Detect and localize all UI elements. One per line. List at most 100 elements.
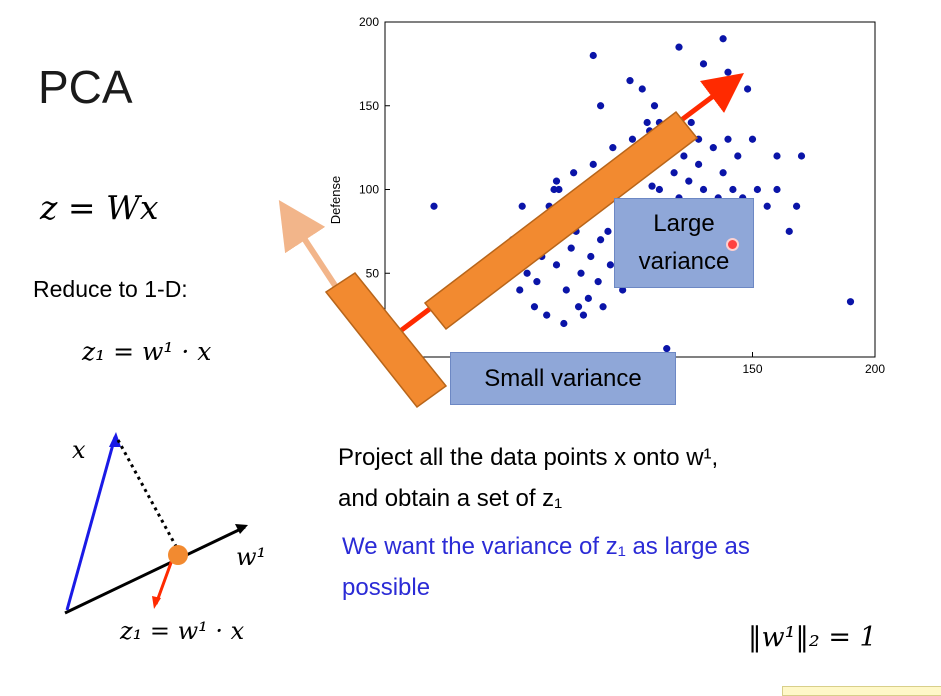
projection-dotted-line — [116, 439, 180, 551]
reduce-text: Reduce to 1-D: — [33, 276, 188, 302]
y-tick-label: 50 — [366, 266, 380, 280]
scatter-point — [638, 85, 646, 93]
scatter-point — [584, 294, 592, 302]
scatter-point — [587, 252, 595, 261]
scatter-point — [663, 345, 671, 353]
scatter-point — [609, 144, 617, 152]
scatter-point — [793, 202, 801, 210]
scatter-point — [763, 202, 771, 210]
x-tick-label: 150 — [742, 362, 762, 376]
scatter-point — [719, 35, 727, 43]
scatter-point — [574, 303, 583, 311]
scatter-point — [594, 278, 602, 286]
slide-title: PCA — [38, 61, 133, 113]
x-vector — [65, 436, 117, 611]
diagram-w1-label: w¹ — [236, 543, 267, 571]
small-variance-box: Small variance — [450, 352, 676, 405]
scatter-point — [643, 118, 651, 127]
large-variance-bar — [423, 110, 699, 331]
small-variance-bar — [324, 272, 448, 409]
variance-goal-line1: We want the variance of z₁ as large as — [342, 533, 750, 560]
projection-text: Project all the data points x onto w¹, a… — [338, 437, 718, 519]
scatter-point — [567, 244, 575, 252]
scatter-point — [550, 185, 558, 194]
scatter-point — [543, 311, 551, 319]
variance-goal-text: We want the variance of z₁ as large as p… — [342, 526, 750, 608]
norm-constraint: ‖w¹‖₂ = 1 — [748, 622, 877, 653]
y-tick-label: 150 — [359, 99, 379, 113]
scatter-point — [552, 261, 561, 269]
scatter-point — [709, 144, 717, 152]
scatter-point — [516, 286, 524, 294]
scatter-point — [695, 160, 703, 168]
scatter-point — [719, 169, 727, 177]
scatter-point — [597, 236, 605, 244]
scatter-point — [846, 298, 855, 306]
scatter-point — [734, 152, 742, 160]
scatter-point — [680, 152, 688, 160]
scatter-point — [773, 185, 781, 194]
projection-line2: and obtain a set of z₁ — [338, 485, 563, 512]
scatter-point — [655, 185, 663, 194]
z1-red-arrow — [154, 559, 174, 605]
scatter-point — [699, 60, 708, 68]
w1-arrowhead — [235, 524, 248, 534]
scatter-point — [687, 118, 695, 127]
scatter-point — [648, 182, 656, 190]
scatter-point — [589, 51, 597, 60]
scatter-point — [430, 202, 438, 210]
scatter-point — [670, 169, 678, 177]
x-arrowhead — [109, 432, 121, 447]
scatter-point — [599, 303, 607, 311]
equation-z1: z₁ = w¹ · x — [82, 337, 212, 366]
scatter-point — [729, 185, 737, 194]
scatter-point — [579, 311, 588, 319]
scatter-point — [619, 286, 627, 294]
scatter-point — [589, 160, 597, 168]
y-tick-label: 100 — [359, 183, 379, 197]
scatter-point — [628, 135, 637, 143]
large-variance-line2: variance — [638, 248, 730, 275]
scatter-point — [523, 269, 531, 277]
scatter-point — [560, 319, 568, 328]
scatter-point — [773, 152, 781, 160]
scatter-point — [753, 185, 761, 194]
equation-z-wx: z = Wx — [40, 188, 159, 227]
scatter-point — [533, 278, 541, 286]
scatter-point — [562, 286, 570, 294]
scatter-point — [699, 185, 708, 194]
sticky-note-edge — [782, 686, 941, 696]
w1-axis-line — [64, 525, 246, 615]
scatter-point — [685, 177, 693, 185]
scatter-point — [626, 77, 634, 85]
projection-line1: Project all the data points x onto w¹, — [338, 444, 719, 471]
scatter-point — [552, 177, 561, 185]
scatter-point — [604, 227, 612, 235]
scatter-point — [606, 261, 614, 269]
scatter-point — [530, 303, 539, 311]
minor-axis-arrow — [278, 199, 341, 292]
y-axis-label: Defense — [330, 176, 343, 224]
scatter-point — [577, 269, 585, 277]
scatter-point — [785, 227, 793, 235]
scatter-point — [650, 102, 659, 110]
scatter-point — [518, 202, 526, 210]
x-tick-label: 200 — [865, 362, 885, 376]
variance-goal-line2: possible — [342, 574, 431, 601]
scatter-point — [744, 85, 752, 93]
scatter-point — [597, 102, 605, 110]
y-tick-label: 200 — [359, 15, 379, 29]
scatter-point — [748, 135, 757, 143]
scatter-point — [675, 43, 683, 51]
scatter-point — [797, 152, 806, 160]
scatter-point — [570, 169, 578, 177]
z1-arrowhead — [152, 596, 161, 609]
equation-projection: z₁ = w¹ · x — [120, 617, 245, 645]
diagram-x-label: x — [72, 436, 86, 464]
large-variance-box: Large variance — [614, 198, 754, 288]
projection-point — [168, 545, 188, 565]
cursor-dot — [726, 238, 739, 251]
scatter-point — [724, 135, 732, 143]
large-variance-line1: Large — [653, 210, 715, 237]
